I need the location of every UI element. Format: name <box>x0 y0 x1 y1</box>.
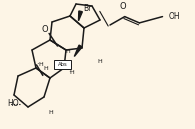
Text: O: O <box>119 2 126 11</box>
Text: O: O <box>42 25 48 34</box>
Text: HO: HO <box>7 99 19 108</box>
Text: Abs: Abs <box>58 62 68 67</box>
Text: ·: · <box>36 60 39 69</box>
Bar <box>54 60 71 69</box>
Text: H: H <box>70 70 74 75</box>
Text: H: H <box>38 62 43 67</box>
Text: Br: Br <box>84 4 92 13</box>
Text: H: H <box>43 66 48 71</box>
Polygon shape <box>79 11 82 21</box>
Text: ·: · <box>68 68 70 77</box>
Polygon shape <box>74 45 82 57</box>
Text: H: H <box>97 59 102 64</box>
Text: H: H <box>66 49 70 54</box>
Text: OH: OH <box>169 12 180 21</box>
Text: H: H <box>49 110 54 115</box>
